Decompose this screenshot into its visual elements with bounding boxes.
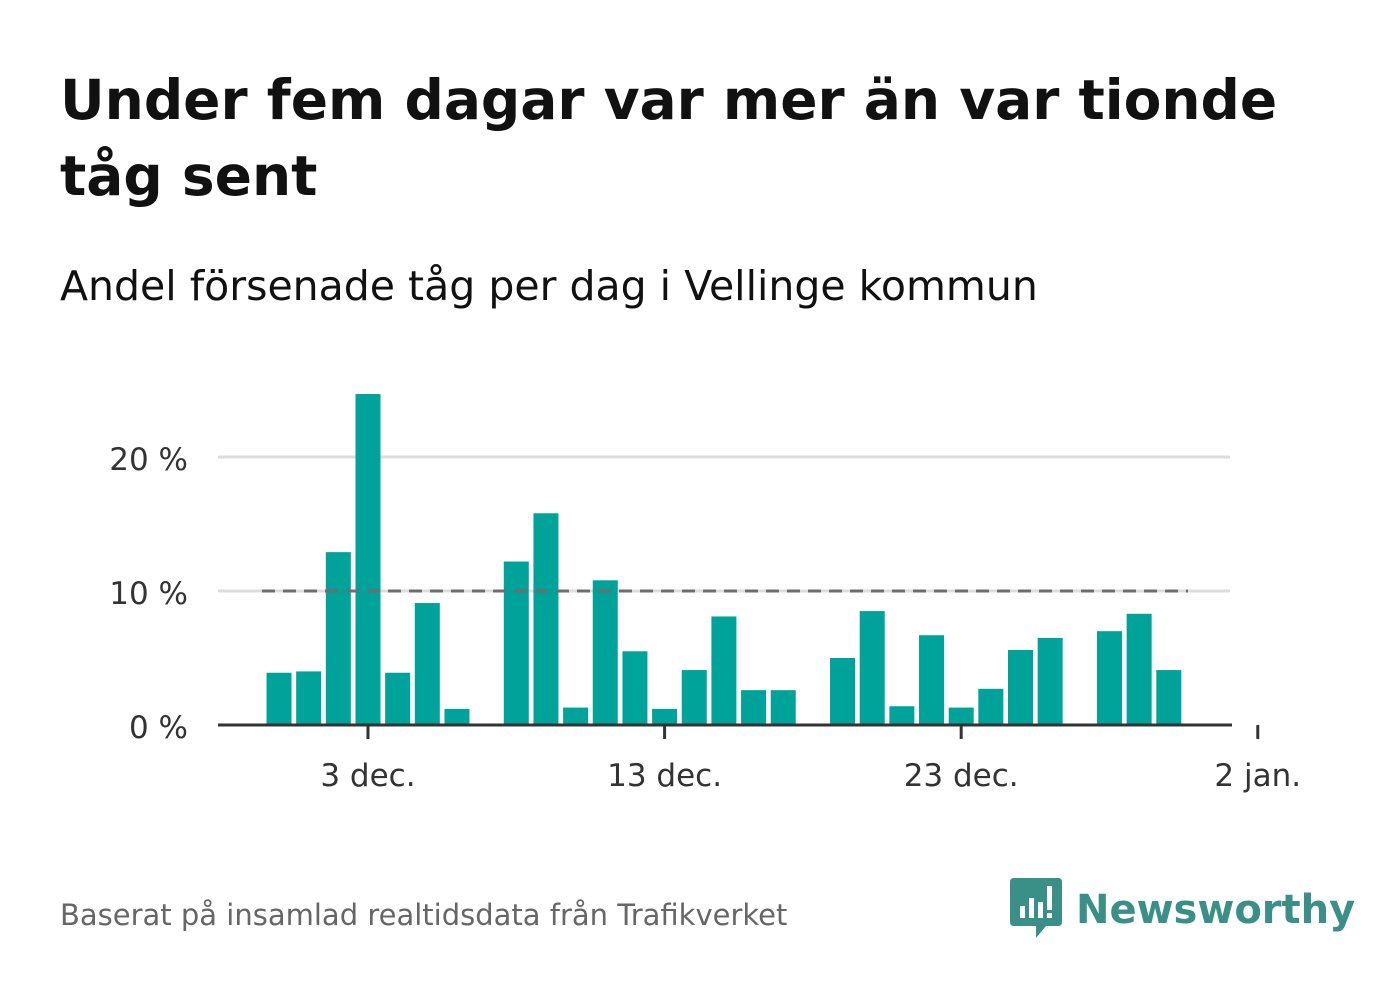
bar [414,603,440,725]
bar [1008,649,1033,725]
bar [1156,670,1182,725]
x-tick-label: 23 dec. [904,758,1019,794]
bar [652,708,678,725]
bar [622,651,648,725]
x-tick-label: 2 jan. [1214,758,1301,794]
chart-subtitle: Andel försenade tåg per dag i Vellinge k… [60,262,1038,310]
bar [948,707,974,725]
bar [355,394,381,725]
bar [503,561,529,725]
bar [296,671,322,725]
bar [325,552,351,725]
bar [859,611,885,725]
axes: 0 % 10 % 20 % 3 dec. 13 dec. 23 dec. 2 jan. [109,442,1301,794]
bar [711,616,737,725]
bar [830,658,856,725]
brand-logo[interactable]: Newsworthy [1010,878,1355,942]
bar [444,708,470,725]
bar [1096,631,1122,725]
chart-title: Under fem dagar var mer än var tionde tå… [60,68,1278,208]
brand-name: Newsworthy [1076,887,1356,933]
y-tick-label: 0 % [129,710,188,746]
y-tick-label: 10 % [109,576,188,612]
x-tick-label: 13 dec. [607,758,722,794]
bar [1126,613,1152,725]
bar [978,688,1004,725]
bar [533,513,559,725]
bars [266,394,1182,725]
bar [266,672,292,725]
y-tick-label: 20 % [109,442,188,478]
source-note: Baserat på insamlad realtidsdata från Tr… [60,898,788,932]
bar [681,670,707,725]
bar [563,707,589,725]
newsworthy-logo-icon [1010,878,1062,942]
bar [1037,637,1063,725]
bar [592,580,618,725]
bar [770,690,796,725]
bar [889,706,915,725]
bar [741,690,767,725]
x-tick-label: 3 dec. [320,758,415,794]
bar [919,635,945,725]
bar [385,672,411,725]
